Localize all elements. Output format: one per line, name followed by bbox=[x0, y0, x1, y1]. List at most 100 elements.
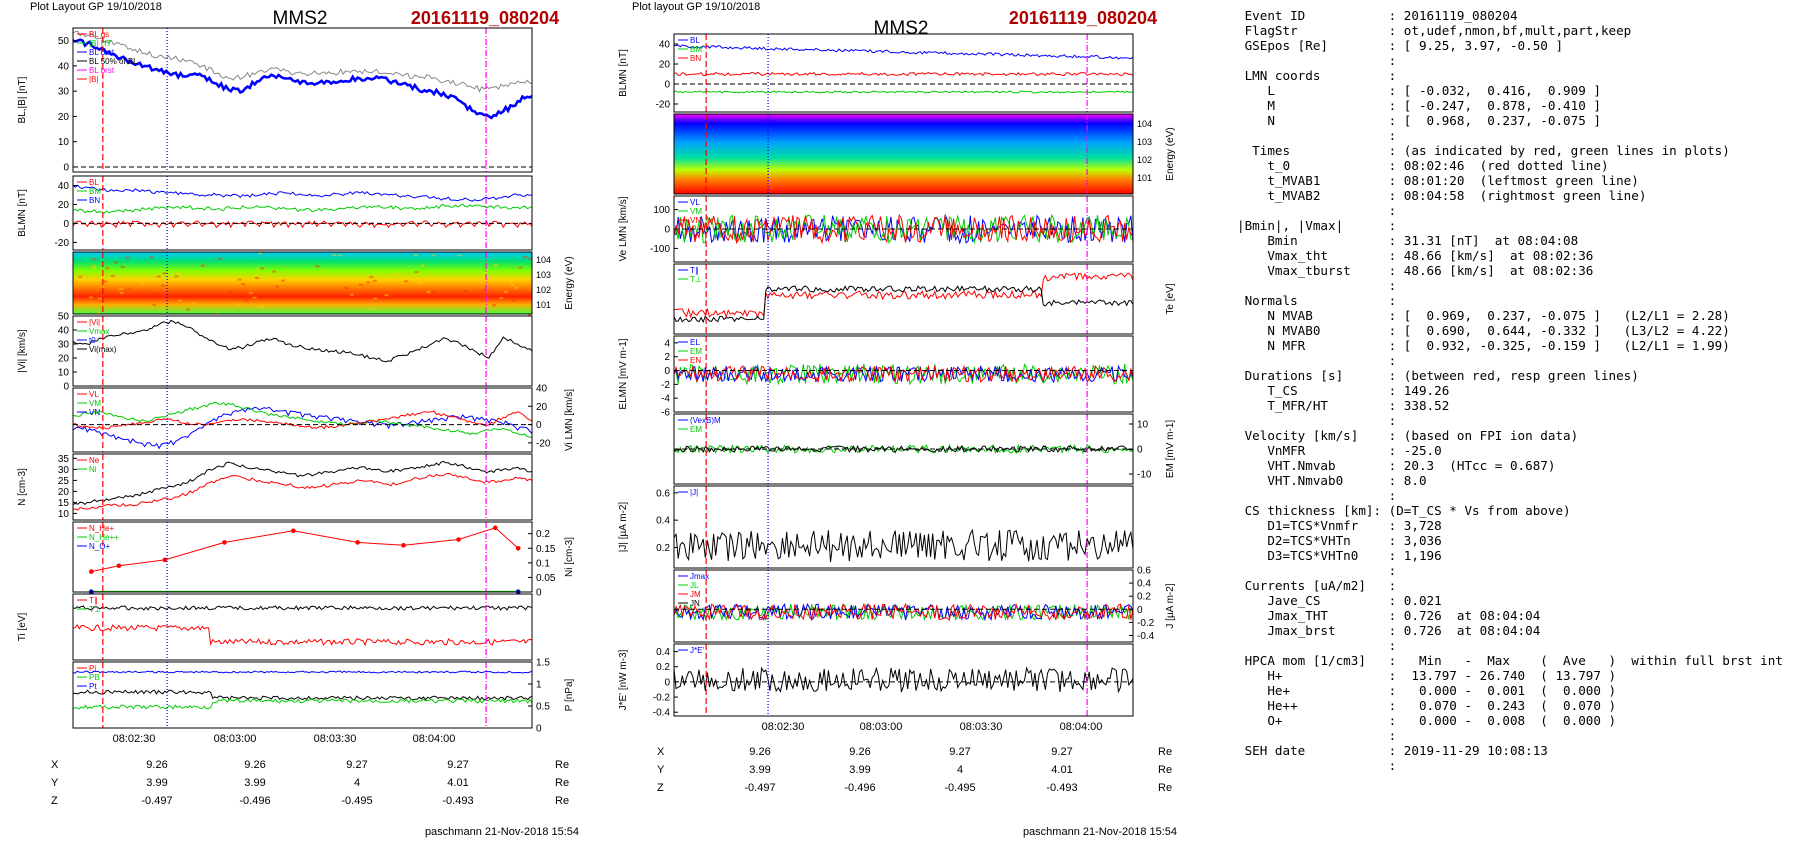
spectrogram-pixel bbox=[119, 292, 124, 295]
ephemeris-value: -0.496 bbox=[844, 782, 875, 794]
y-tick-label: -0.4 bbox=[1137, 631, 1155, 642]
spacecraft-title-right: MMS2 bbox=[874, 18, 929, 39]
info-line: : bbox=[1237, 278, 1397, 293]
spectrogram-pixel bbox=[372, 279, 377, 282]
ephemeris-label: Y bbox=[657, 764, 665, 776]
legend-entry: Pt bbox=[89, 682, 97, 691]
info-line: Vmax_tht : 48.66 [km/s] at 08:02:36 bbox=[1237, 248, 1594, 263]
series-line bbox=[73, 472, 533, 511]
y-axis-label: J [µA m-2] bbox=[1165, 583, 1176, 628]
jdote-line bbox=[673, 666, 1134, 694]
y-tick-label: 20 bbox=[58, 112, 70, 123]
spectrogram-pixel bbox=[281, 279, 286, 282]
y-tick-label: 0.2 bbox=[1137, 592, 1151, 603]
info-line: HPCA mom [1/cm3] : Min - Max ( Ave ) wit… bbox=[1237, 653, 1783, 668]
info-line: : bbox=[1237, 758, 1397, 773]
spectrogram-pixel bbox=[420, 264, 425, 267]
y-tick-label: 40 bbox=[659, 40, 671, 51]
y-tick-label: -0.4 bbox=[653, 708, 671, 719]
spectrogram-pixel bbox=[174, 275, 179, 278]
spectrogram-pixel bbox=[366, 281, 371, 284]
spectrogram-pixel bbox=[431, 254, 436, 257]
series-line bbox=[72, 460, 533, 506]
data-point bbox=[456, 537, 461, 542]
legend-entry: Vmax bbox=[89, 327, 109, 336]
legend-entry: BL bbox=[690, 36, 700, 45]
panel-right-7: |J| 0.2 0.4 0.6 |J| [µA m-2] bbox=[618, 485, 1134, 569]
y-tick-label: 100 bbox=[653, 205, 670, 216]
spectrogram-pixel bbox=[127, 288, 132, 291]
y-tick-label: 104 bbox=[536, 255, 551, 265]
bm-line bbox=[673, 71, 1134, 77]
spectrogram-pixel bbox=[384, 294, 389, 297]
info-line: D3=TCS*VHTn0 : 1,196 bbox=[1237, 548, 1442, 563]
legend-entry: t0 bbox=[89, 336, 96, 345]
legend-entry: T⊥ bbox=[89, 605, 101, 614]
y-tick-label: -0.2 bbox=[653, 693, 671, 704]
y-tick-label: 25 bbox=[58, 476, 70, 487]
spectrogram-pixel bbox=[110, 274, 115, 277]
spectrogram-pixel bbox=[453, 295, 458, 298]
ephemeris-value: -0.496 bbox=[239, 795, 270, 807]
spectrogram-pixel bbox=[373, 297, 378, 300]
spectrogram-pixel bbox=[527, 313, 532, 316]
y-tick-label: 101 bbox=[536, 300, 551, 310]
energy-spectrogram bbox=[73, 252, 532, 314]
spectrogram-pixel bbox=[457, 254, 462, 257]
y-tick-label: 0.4 bbox=[1137, 579, 1151, 590]
y-tick-label: 0 bbox=[63, 162, 69, 173]
y-axis-label: N [cm-3] bbox=[17, 468, 28, 506]
em-line bbox=[673, 364, 1134, 384]
legend-entry: BL brst bbox=[89, 48, 115, 57]
ephemeris-unit: Re bbox=[555, 795, 569, 807]
legend-entry: Jmax bbox=[690, 572, 709, 581]
y-axis-label: |J| [µA m-2] bbox=[618, 502, 629, 553]
ephemeris-value: 4 bbox=[354, 777, 360, 789]
info-line: He+ : 0.000 - 0.001 ( 0.000 ) bbox=[1237, 683, 1617, 698]
spectrogram-pixel bbox=[228, 290, 233, 293]
en-line bbox=[673, 364, 1134, 384]
ephemeris-value: -0.493 bbox=[1046, 782, 1077, 794]
vexb-line bbox=[673, 443, 1134, 455]
legend-entry: EM bbox=[690, 425, 702, 434]
ephemeris-value: 9.27 bbox=[447, 759, 468, 771]
info-line: Normals : bbox=[1237, 293, 1397, 308]
data-point bbox=[401, 543, 406, 548]
legend-entry: T∥ bbox=[690, 266, 699, 275]
ephemeris-value: -0.495 bbox=[944, 782, 975, 794]
ephemeris-unit: Re bbox=[1158, 746, 1172, 758]
time-tick-label: 08:02:30 bbox=[113, 733, 156, 745]
legend-entry: Vi(max) bbox=[89, 345, 117, 354]
info-line: Event ID : 20161119_080204 bbox=[1237, 8, 1518, 23]
ephemeris-value: 3.99 bbox=[849, 764, 870, 776]
spectrogram-pixel bbox=[344, 286, 349, 289]
ephemeris-label: Y bbox=[51, 777, 59, 789]
legend-entry: BL 50% of BL bbox=[89, 57, 138, 66]
legend-entry: VN bbox=[690, 216, 701, 225]
info-line: : bbox=[1237, 728, 1397, 743]
y-tick-label: 0 bbox=[63, 382, 69, 393]
spectrogram-pixel bbox=[120, 266, 125, 269]
spectrogram-pixel bbox=[492, 304, 497, 307]
data-point bbox=[89, 569, 94, 574]
spectrogram-pixel bbox=[393, 272, 398, 275]
spectrogram-pixel bbox=[156, 275, 161, 278]
spectrogram-pixel bbox=[89, 296, 94, 299]
ephemeris-value: 3.99 bbox=[146, 777, 167, 789]
panel-right-6: (VexB)MEM -10 0 10 EM [mV m-1] bbox=[673, 413, 1176, 485]
y-tick-label: 40 bbox=[536, 384, 548, 395]
ephemeris-value: -0.497 bbox=[744, 782, 775, 794]
y-tick-label: 50 bbox=[58, 36, 70, 47]
info-line: t_0 : 08:02:46 (red dotted line) bbox=[1237, 158, 1609, 173]
layout-label-left: Plot Layout GP 19/10/2018 bbox=[30, 1, 162, 13]
series-line bbox=[72, 30, 533, 93]
spectrogram-pixel bbox=[463, 289, 468, 292]
legend-entry: BM bbox=[690, 45, 702, 54]
y-tick-label: 20 bbox=[58, 487, 70, 498]
spectrogram-pixel bbox=[338, 254, 343, 257]
spacecraft-title-left: MMS2 bbox=[273, 8, 328, 29]
legend-entry: |Vi| bbox=[89, 318, 100, 327]
y-tick-label: 103 bbox=[1137, 137, 1152, 147]
